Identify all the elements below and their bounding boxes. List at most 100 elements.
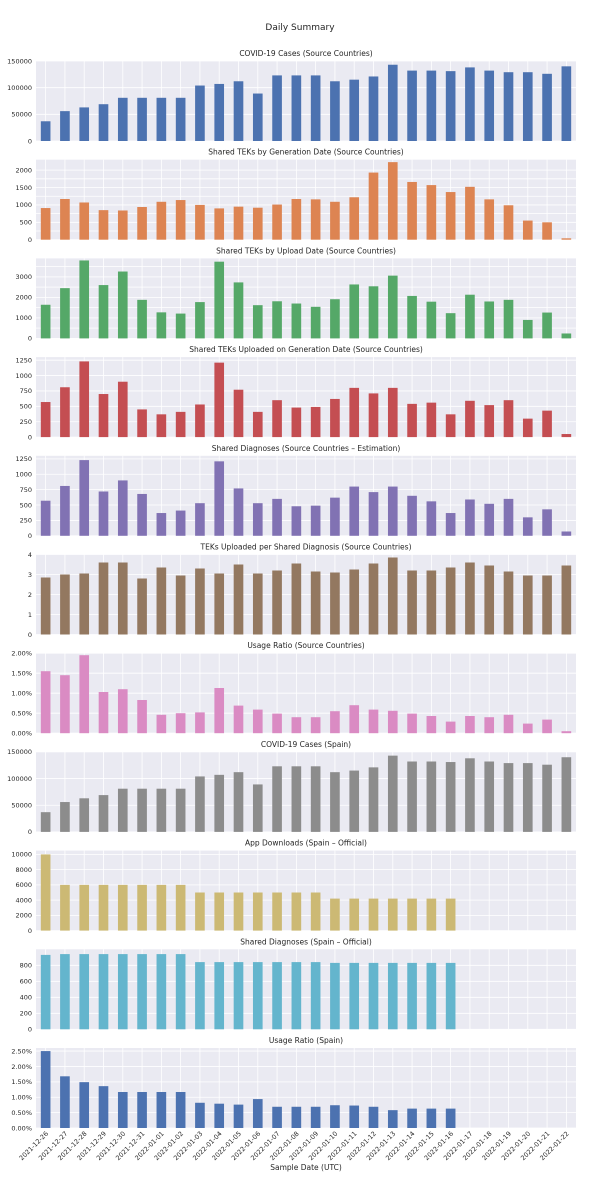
bar bbox=[195, 962, 205, 1030]
bar bbox=[233, 488, 244, 536]
bar bbox=[98, 692, 109, 734]
bar bbox=[522, 517, 533, 536]
bar bbox=[426, 402, 437, 438]
y-tick-label: 0 bbox=[28, 236, 32, 244]
y-tick-label: 1.50% bbox=[11, 670, 32, 678]
bar bbox=[214, 261, 225, 339]
bar bbox=[195, 404, 205, 438]
bar bbox=[426, 185, 437, 240]
bar bbox=[40, 954, 51, 1030]
bar bbox=[542, 312, 552, 339]
bar bbox=[522, 575, 533, 635]
bar bbox=[195, 712, 205, 734]
bar bbox=[484, 717, 495, 734]
bar bbox=[60, 485, 70, 536]
bar bbox=[330, 1105, 340, 1128]
bar bbox=[272, 766, 282, 832]
bar bbox=[484, 761, 495, 832]
bar bbox=[40, 208, 51, 240]
bar bbox=[310, 75, 321, 141]
bar bbox=[214, 83, 225, 141]
bar bbox=[407, 898, 417, 931]
bar bbox=[252, 709, 263, 734]
plot-background bbox=[36, 258, 576, 339]
panel-10: Shared Diagnoses (Spain – Official) 0 200 4… bbox=[20, 937, 576, 1034]
bar bbox=[407, 495, 417, 536]
bar bbox=[368, 898, 379, 931]
bar bbox=[175, 1092, 186, 1128]
bar bbox=[60, 1076, 70, 1128]
bar bbox=[407, 962, 417, 1030]
bar bbox=[60, 111, 70, 141]
panel-title: Usage Ratio (Source Countries) bbox=[247, 641, 364, 650]
panel-title: App Downloads (Spain – Official) bbox=[245, 839, 367, 848]
y-tick-label: 1500 bbox=[15, 184, 32, 192]
y-tick-label: 2000 bbox=[15, 912, 32, 920]
bar bbox=[503, 498, 514, 536]
y-tick-label: 2.00% bbox=[11, 650, 32, 658]
bar bbox=[117, 954, 128, 1030]
y-tick-label: 2.50% bbox=[11, 1047, 32, 1055]
bar bbox=[98, 491, 109, 536]
bar bbox=[407, 70, 417, 141]
bar bbox=[252, 573, 263, 635]
bar bbox=[291, 766, 302, 832]
bar bbox=[445, 898, 456, 931]
bar bbox=[156, 97, 167, 141]
bar bbox=[368, 563, 379, 635]
y-tick-label: 800 bbox=[20, 962, 32, 970]
bar bbox=[349, 284, 360, 339]
plot-background bbox=[36, 61, 576, 141]
bar bbox=[349, 569, 360, 635]
bar bbox=[79, 573, 90, 635]
bar bbox=[330, 772, 340, 832]
bar bbox=[426, 501, 437, 536]
bar bbox=[98, 954, 109, 1030]
bar bbox=[117, 689, 128, 734]
bar bbox=[291, 717, 302, 734]
bar bbox=[310, 717, 321, 734]
panel-title: Shared Diagnoses (Spain – Official) bbox=[240, 937, 372, 946]
bar bbox=[368, 962, 379, 1030]
bar bbox=[407, 181, 417, 240]
y-tick-label: 400 bbox=[20, 994, 32, 1002]
panel-2: Shared TEKs by Generation Date (Source C… bbox=[15, 148, 576, 244]
bar bbox=[98, 884, 109, 931]
bar bbox=[137, 299, 147, 339]
bar bbox=[426, 301, 437, 339]
bar bbox=[522, 723, 533, 734]
bar bbox=[40, 402, 51, 438]
bar bbox=[465, 294, 475, 339]
bar bbox=[272, 713, 282, 734]
bar bbox=[175, 884, 186, 931]
bar bbox=[40, 304, 51, 339]
bar bbox=[387, 962, 398, 1030]
bar bbox=[561, 757, 572, 832]
bar bbox=[60, 574, 70, 635]
y-tick-label: 750 bbox=[20, 486, 32, 494]
y-tick-label: 1.00% bbox=[11, 690, 32, 698]
bar bbox=[561, 731, 572, 734]
panel-title: TEKs Uploaded per Shared Diagnosis (Sour… bbox=[200, 543, 412, 552]
bar bbox=[542, 222, 552, 240]
panel-title: Shared TEKs Uploaded on Generation Date … bbox=[189, 345, 423, 354]
bar bbox=[503, 571, 514, 635]
bar bbox=[465, 186, 475, 240]
bar bbox=[252, 1099, 263, 1128]
y-tick-label: 3 bbox=[28, 571, 32, 579]
y-tick-label: 4 bbox=[28, 551, 32, 559]
bar bbox=[272, 1106, 282, 1128]
bar bbox=[195, 892, 205, 931]
bar bbox=[233, 962, 244, 1030]
bar bbox=[272, 204, 282, 240]
y-tick-label: 2000 bbox=[15, 166, 32, 174]
bar bbox=[542, 764, 552, 832]
y-tick-label: 150000 bbox=[7, 748, 32, 756]
bar bbox=[291, 75, 302, 141]
y-tick-label: 0 bbox=[28, 335, 32, 343]
plot-background bbox=[36, 1048, 576, 1128]
bar bbox=[98, 104, 109, 141]
bar bbox=[503, 763, 514, 832]
panel-3: Shared TEKs by Upload Date (Source Count… bbox=[15, 246, 576, 343]
